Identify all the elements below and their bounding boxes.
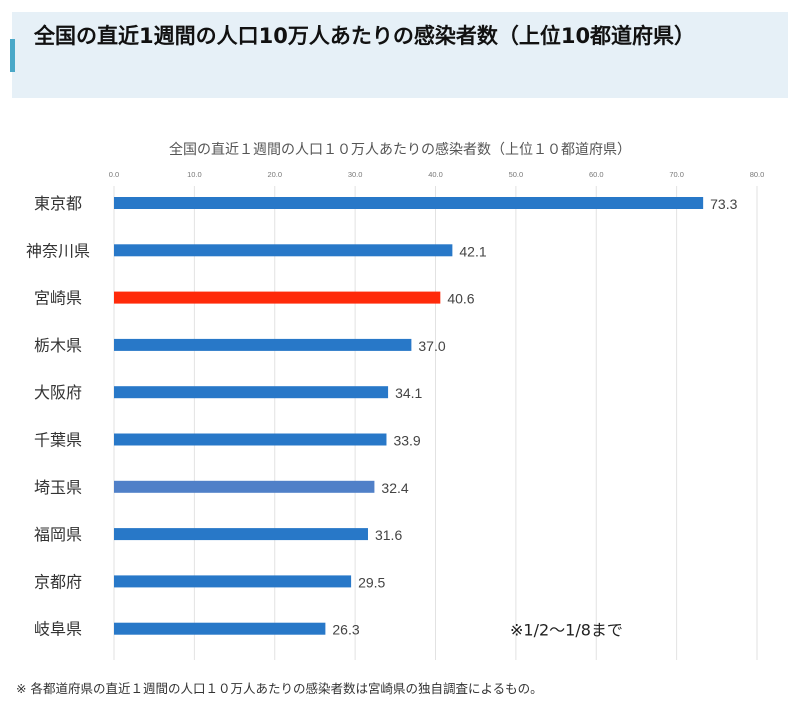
data-label: 34.1: [395, 385, 422, 401]
date-range-annotation: ※1/2～1/8まで: [510, 621, 623, 640]
header-box: 全国の直近1週間の人口10万人あたりの感染者数（上位10都道府県）: [10, 12, 788, 98]
category-label: 栃木県: [34, 336, 82, 355]
bar: [114, 386, 389, 399]
category-label: 岐阜県: [34, 620, 82, 639]
x-tick-label: 60.0: [589, 170, 604, 179]
data-label: 42.1: [459, 243, 486, 259]
x-tick-label: 0.0: [109, 170, 119, 179]
bar: [114, 197, 704, 209]
category-label: 神奈川県: [26, 241, 90, 260]
x-tick-label: 80.0: [750, 170, 765, 179]
chart-title: 全国の直近１週間の人口１０万人あたりの感染者数（上位１０都道府県）: [169, 142, 631, 158]
x-tick-label: 50.0: [509, 170, 524, 179]
x-tick-label: 70.0: [669, 170, 684, 179]
footnote: ※ 各都道府県の直近１週間の人口１０万人あたりの感染者数は宮崎県の独自調査による…: [16, 681, 543, 696]
data-label: 29.5: [358, 574, 385, 590]
category-label: 大阪府: [34, 383, 82, 402]
x-tick-label: 10.0: [187, 170, 202, 179]
bar: [114, 480, 375, 493]
header-accent-bar: [10, 39, 15, 72]
category-label: 宮崎県: [34, 289, 82, 308]
bar: [114, 433, 387, 446]
x-tick-label: 20.0: [267, 170, 282, 179]
bar: [114, 244, 453, 257]
bar: [114, 291, 441, 304]
bar: [114, 528, 368, 541]
category-label: 千葉県: [34, 431, 82, 450]
data-label: 40.6: [447, 291, 474, 307]
data-label: 37.0: [418, 338, 445, 354]
category-label: 埼玉県: [34, 478, 82, 497]
category-label: 福岡県: [34, 525, 82, 544]
page-title: 全国の直近1週間の人口10万人あたりの感染者数（上位10都道府県）: [34, 24, 696, 48]
data-label: 31.6: [375, 527, 402, 543]
data-label: 73.3: [710, 196, 737, 212]
data-label: 33.9: [393, 433, 420, 449]
category-label: 京都府: [34, 572, 82, 591]
data-label: 32.4: [381, 480, 408, 496]
category-label: 東京都: [34, 194, 82, 213]
bar: [114, 622, 326, 635]
x-tick-label: 30.0: [348, 170, 363, 179]
x-tick-label: 40.0: [428, 170, 443, 179]
bar: [114, 338, 412, 351]
data-label: 26.3: [332, 622, 359, 638]
bar: [114, 575, 352, 588]
